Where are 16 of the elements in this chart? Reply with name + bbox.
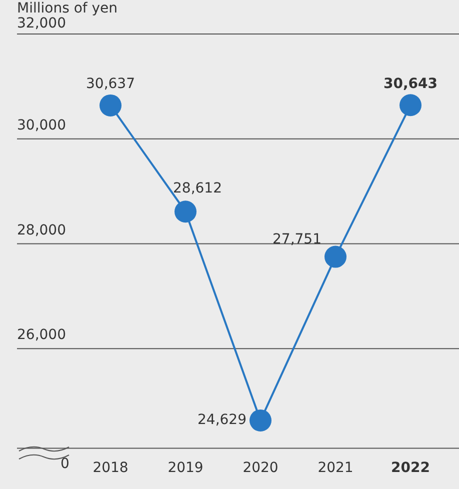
data-label: 30,643 (383, 76, 438, 92)
y-axis-title: Millions of yen (17, 0, 118, 17)
y-tick-label: 30,000 (17, 118, 66, 134)
y-tick-label: 26,000 (17, 327, 66, 344)
data-label: 24,629 (198, 412, 246, 428)
x-tick-label: 2022 (391, 460, 430, 476)
data-label: 27,751 (272, 231, 322, 248)
x-tick-label: 2021 (318, 460, 354, 476)
y-tick-label: 32,000 (17, 16, 66, 32)
x-tick-label: 2020 (242, 460, 278, 476)
y-tick-label: 28,000 (17, 222, 66, 238)
x-tick-label: 2018 (92, 460, 128, 476)
data-label: 30,637 (86, 76, 135, 92)
x-tick-label: 2019 (168, 460, 204, 476)
data-label: 28,612 (173, 180, 222, 196)
text: 0 (60, 456, 70, 472)
